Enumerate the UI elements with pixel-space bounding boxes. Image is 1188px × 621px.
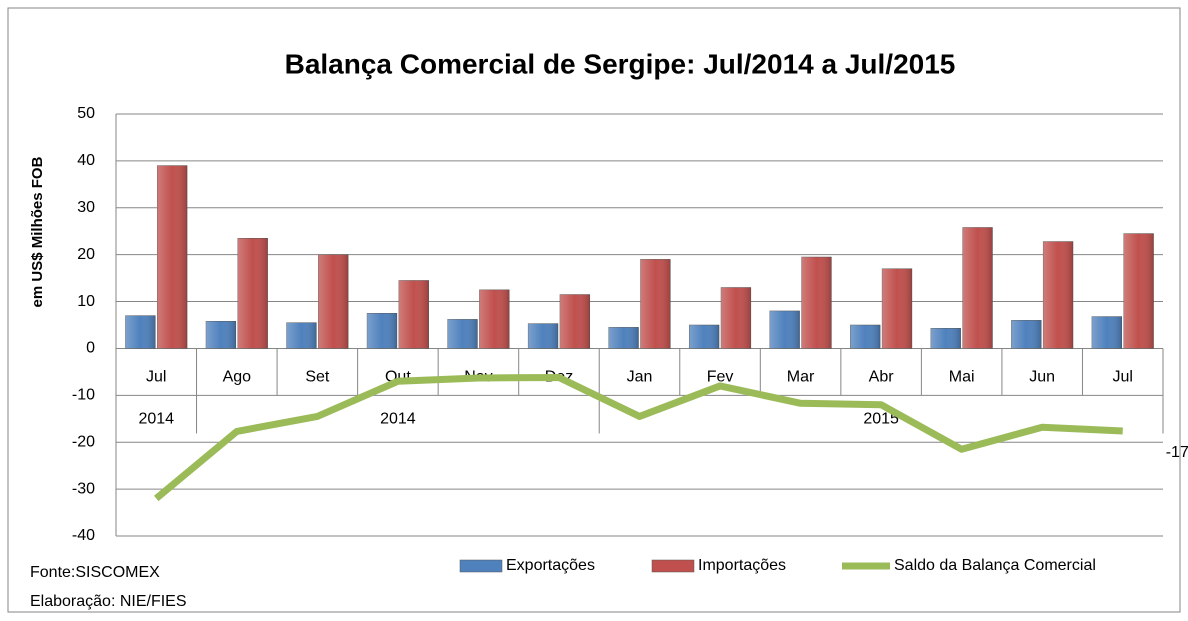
y-tick-label: 20 [77, 246, 95, 263]
bar-shade [237, 238, 268, 349]
y-tick-label: -20 [72, 433, 95, 450]
x-tick-label: Jul [1113, 369, 1133, 386]
legend-label: Importações [698, 557, 786, 574]
bar-shade [608, 327, 639, 349]
bar-shade [1011, 320, 1042, 349]
data-label: -17,6 [1166, 444, 1188, 461]
x-tick-label: Ago [223, 369, 252, 386]
legend-label: Saldo da Balança Comercial [894, 557, 1096, 574]
y-axis-title: em US$ Milhões FOB [29, 156, 46, 307]
bar-shade [318, 254, 349, 349]
y-tick-label: 30 [77, 199, 95, 216]
x-tick-label: Jul [146, 369, 166, 386]
bar-shade [769, 310, 800, 349]
bar-shade [930, 328, 961, 349]
year-label: 2014 [138, 411, 174, 428]
source-note: Fonte:SISCOMEX [30, 564, 160, 581]
y-tick-label: 40 [77, 152, 95, 169]
x-tick-label: Jun [1029, 369, 1055, 386]
x-tick-label: Mai [949, 369, 975, 386]
legend-label: Exportações [506, 557, 595, 574]
bar-shade [367, 313, 397, 349]
bar-shade [962, 227, 993, 349]
bar-shade [850, 325, 881, 349]
bar-shade [1123, 233, 1154, 349]
bar-shade [286, 322, 317, 349]
year-label: 2015 [863, 411, 899, 428]
x-tick-label: Set [305, 369, 330, 386]
bar-shade [721, 287, 751, 349]
bar-shade [559, 294, 590, 349]
bar-shade [206, 321, 236, 349]
bar-shade [528, 323, 558, 349]
bar-shade [479, 289, 510, 349]
bar-shade [125, 315, 156, 349]
x-tick-label: Jan [627, 369, 653, 386]
legend-swatch [651, 559, 695, 573]
bar-shade [882, 268, 912, 349]
year-label: 2014 [380, 411, 416, 428]
bar-shade [157, 165, 188, 349]
x-tick-label: Fev [707, 369, 734, 386]
y-tick-label: -30 [72, 480, 95, 497]
chart-title: Balança Comercial de Sergipe: Jul/2014 a… [285, 48, 956, 79]
source-note: Elaboração: NIE/FIES [30, 593, 187, 610]
y-tick-label: 0 [86, 340, 95, 357]
legend-swatch [459, 559, 503, 573]
y-tick-label: -10 [72, 387, 95, 404]
y-tick-label: 10 [77, 293, 95, 310]
bar-shade [640, 259, 671, 349]
x-tick-label: Abr [869, 369, 895, 386]
line-series [154, 374, 1123, 502]
y-tick-label: -40 [72, 527, 95, 544]
bar-shade [689, 325, 720, 349]
bar-shade [398, 280, 429, 349]
y-tick-label: 50 [77, 105, 95, 122]
x-tick-label: Mar [787, 369, 815, 386]
bar-shade [1043, 241, 1073, 349]
bar-shade [447, 319, 478, 349]
bar-shade [801, 257, 832, 349]
bar-shade [1091, 316, 1122, 349]
